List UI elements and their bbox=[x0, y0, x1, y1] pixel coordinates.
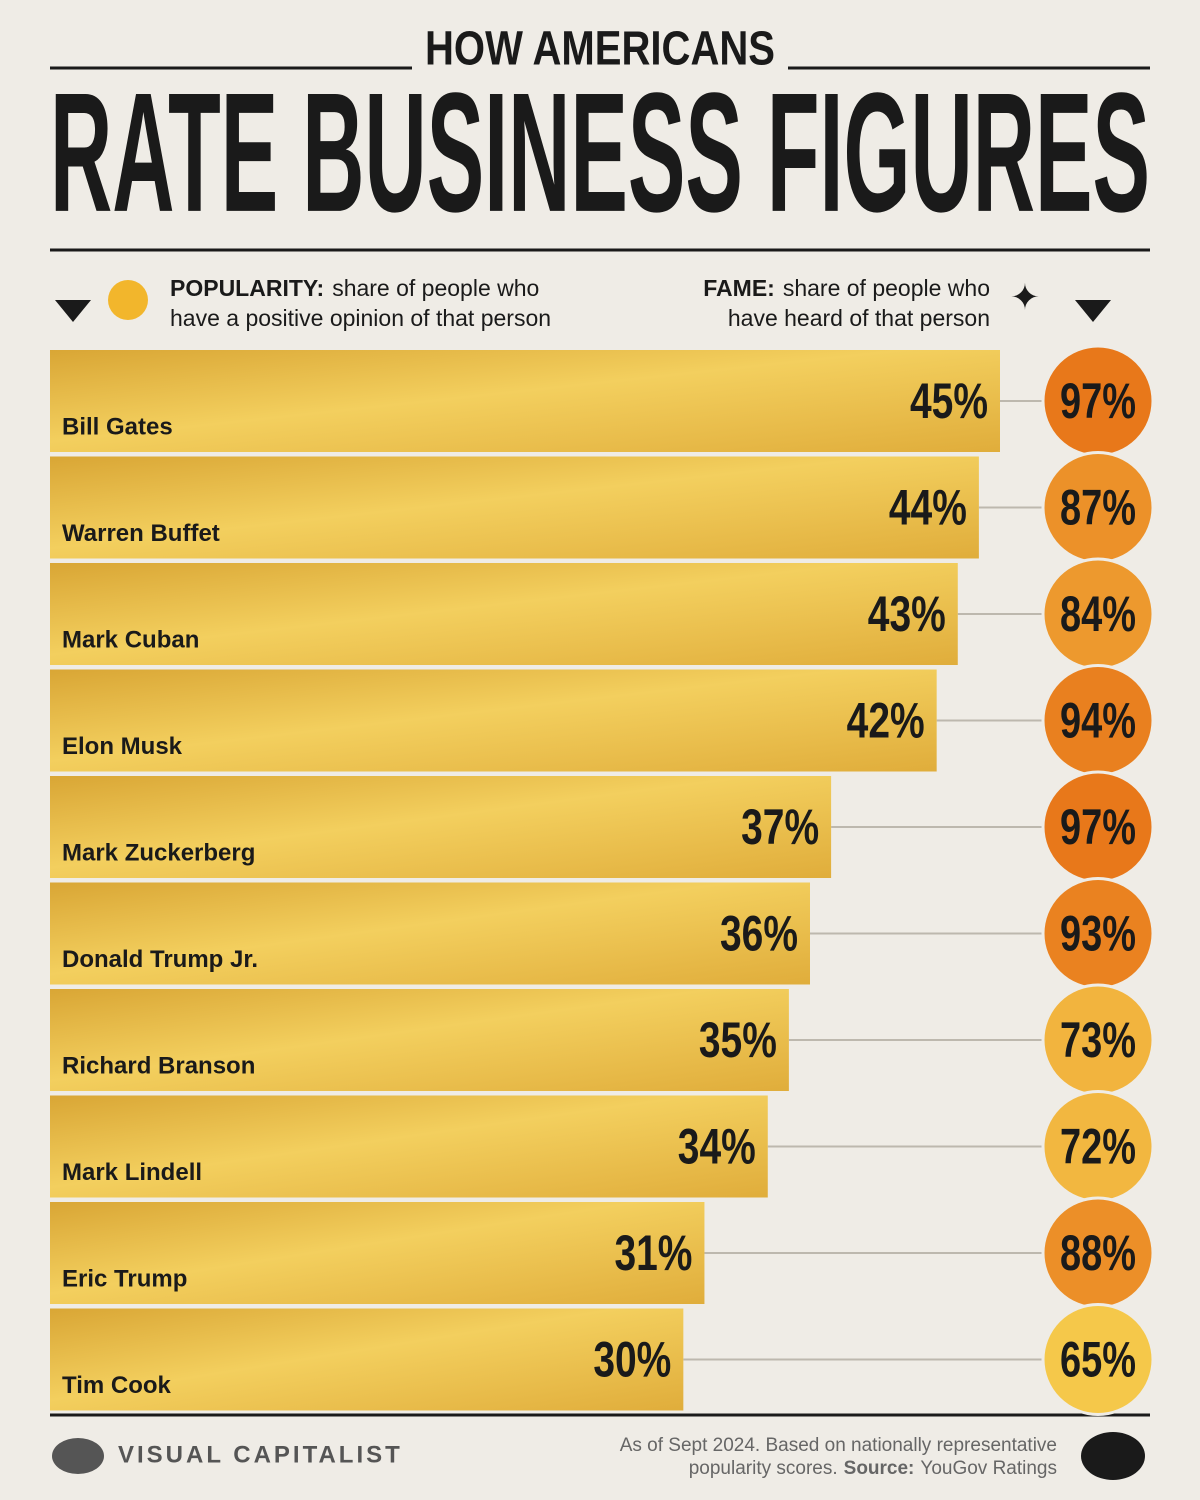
legend-description: have heard of that person bbox=[728, 305, 990, 331]
bar bbox=[50, 1095, 768, 1198]
arrow bbox=[55, 300, 91, 322]
chart-title: HOW AMERICANS bbox=[425, 23, 775, 76]
fame-label: 93% bbox=[1060, 906, 1136, 962]
category-label: Bill Gates bbox=[62, 413, 173, 440]
note: As of Sept 2024. Based on nationally rep… bbox=[620, 1435, 1057, 1456]
value-label: 35% bbox=[699, 1012, 777, 1068]
bar bbox=[50, 776, 832, 878]
value-label: 42% bbox=[847, 693, 925, 749]
fame-label: 97% bbox=[1060, 373, 1136, 429]
value-label: 36% bbox=[720, 906, 798, 962]
bar bbox=[50, 669, 937, 772]
fame-label: 72% bbox=[1060, 1119, 1136, 1175]
arrow bbox=[1075, 300, 1111, 322]
legend-entry: FAME: share of people who bbox=[703, 275, 990, 301]
legend-description: have a positive opinion of that person bbox=[170, 305, 551, 331]
fame-label: 73% bbox=[1060, 1012, 1136, 1068]
logo bbox=[1081, 1432, 1145, 1480]
category-label: Donald Trump Jr. bbox=[62, 946, 258, 973]
legend-description: share of people who bbox=[332, 275, 539, 301]
bar bbox=[50, 989, 789, 1091]
bar bbox=[50, 1202, 705, 1304]
category-label: Elon Musk bbox=[62, 733, 183, 760]
bar bbox=[50, 563, 958, 665]
fame-label: 84% bbox=[1060, 586, 1136, 642]
category-label: Warren Buffet bbox=[62, 520, 220, 547]
category-label: Eric Trump bbox=[62, 1265, 187, 1292]
fame-label: 87% bbox=[1060, 480, 1136, 536]
value-label: 37% bbox=[741, 799, 819, 855]
brand: VISUAL CAPITALIST bbox=[118, 1441, 403, 1468]
category-label: Mark Cuban bbox=[62, 626, 199, 653]
value-label: 34% bbox=[678, 1119, 756, 1175]
logo bbox=[52, 1438, 104, 1474]
value-label: 44% bbox=[889, 480, 967, 536]
category-label: Mark Lindell bbox=[62, 1159, 202, 1186]
value-label: 43% bbox=[868, 586, 946, 642]
fame-label: 97% bbox=[1060, 799, 1136, 855]
source-label: Source: bbox=[844, 1458, 915, 1479]
value-label: 31% bbox=[614, 1225, 692, 1281]
fame-label: 88% bbox=[1060, 1225, 1136, 1281]
icon bbox=[108, 280, 148, 320]
bar bbox=[50, 1308, 684, 1411]
fame-circle bbox=[1041, 1303, 1155, 1416]
legend-entry: POPULARITY: share of people who bbox=[170, 275, 539, 301]
category-label: Mark Zuckerberg bbox=[62, 839, 255, 866]
source: YouGov Ratings bbox=[920, 1458, 1057, 1479]
note: popularity scores. Source: YouGov Ratings bbox=[689, 1458, 1057, 1479]
legend-name: FAME: bbox=[703, 275, 775, 301]
category-label: Richard Branson bbox=[62, 1052, 255, 1079]
icon: ✦ bbox=[1010, 277, 1040, 318]
note: popularity scores. bbox=[689, 1458, 838, 1479]
fame-label: 65% bbox=[1060, 1332, 1136, 1388]
chart-subtitle: RATE BUSINESS FIGURES bbox=[50, 58, 1150, 248]
fame-label: 94% bbox=[1060, 693, 1136, 749]
category-label: Tim Cook bbox=[62, 1372, 172, 1399]
value-label: 30% bbox=[593, 1332, 671, 1388]
bar bbox=[50, 350, 1000, 452]
value-label: 45% bbox=[910, 373, 988, 429]
legend-description: share of people who bbox=[783, 275, 990, 301]
bar bbox=[50, 456, 979, 559]
bar bbox=[50, 882, 810, 985]
legend-name: POPULARITY: bbox=[170, 275, 324, 301]
